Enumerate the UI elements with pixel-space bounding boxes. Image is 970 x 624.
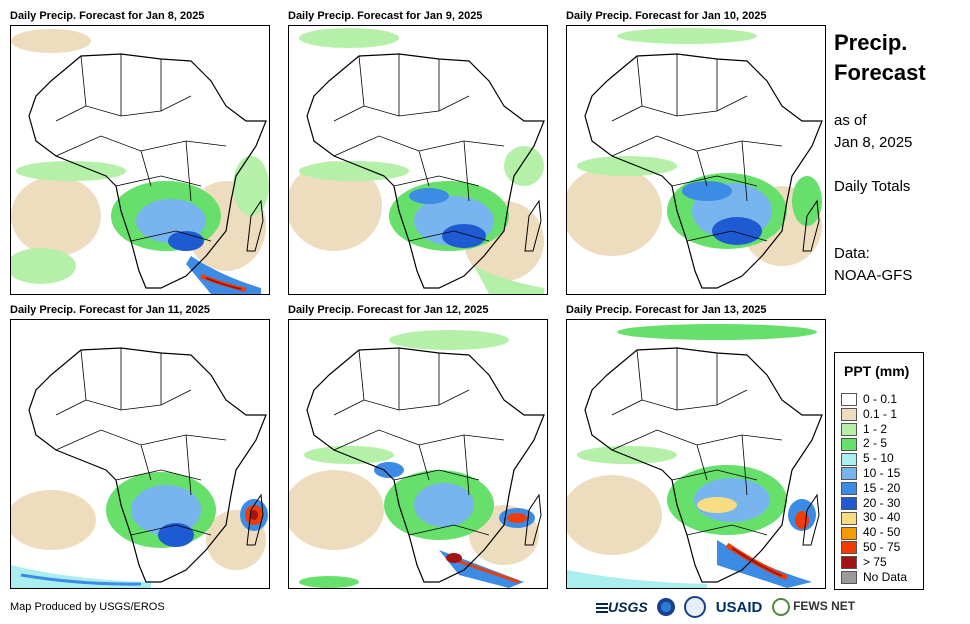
legend-title: PPT (mm) bbox=[844, 363, 910, 379]
panel-title: Daily Precip. Forecast for Jan 9, 2025 bbox=[288, 10, 483, 22]
legend-label: 50 - 75 bbox=[863, 540, 901, 554]
africa-outline bbox=[28, 53, 267, 289]
legend-item: 0.1 - 1 bbox=[841, 406, 898, 422]
madagascar-outline bbox=[246, 199, 264, 252]
precip-area-light bbox=[11, 29, 91, 53]
legend-item: No Data bbox=[841, 570, 907, 584]
panel-title: Daily Precip. Forecast for Jan 11, 2025 bbox=[10, 304, 210, 316]
forecast-panel-jan-11: Daily Precip. Forecast for Jan 11, 2025 bbox=[10, 304, 270, 589]
precip-area-very-heavy bbox=[168, 231, 204, 251]
legend-label: 20 - 30 bbox=[863, 495, 901, 510]
usgs-logo: USGS bbox=[596, 599, 648, 615]
precip-map bbox=[10, 25, 270, 295]
noaa-logo-icon bbox=[657, 598, 676, 616]
legend-swatch bbox=[841, 452, 857, 466]
precip-map bbox=[10, 319, 270, 589]
precip-map bbox=[566, 319, 826, 589]
forecast-panel-jan-12: Daily Precip. Forecast for Jan 12, 2025 bbox=[288, 304, 548, 589]
forecast-panel-jan-8: Daily Precip. Forecast for Jan 8, 2025 bbox=[10, 10, 270, 295]
legend-item: 10 - 15 bbox=[841, 466, 901, 481]
legend-label: 0 - 0.1 bbox=[863, 392, 898, 406]
legend-item: 0 - 0.1 bbox=[841, 392, 898, 407]
legend-swatch bbox=[841, 496, 857, 510]
forecast-panel-jan-13: Daily Precip. Forecast for Jan 13, 2025 bbox=[566, 304, 826, 589]
map-credit: Map Produced by USGS/EROS bbox=[10, 601, 165, 613]
precip-band-extreme bbox=[205, 277, 242, 290]
as-of-label: as of bbox=[834, 112, 867, 129]
daily-totals-label: Daily Totals bbox=[834, 178, 911, 195]
legend-label: 0.1 - 1 bbox=[863, 406, 898, 421]
forecast-panel-jan-10: Daily Precip. Forecast for Jan 10, 2025 bbox=[566, 10, 826, 295]
legend-item: 1 - 2 bbox=[841, 422, 887, 436]
panel-title: Daily Precip. Forecast for Jan 12, 2025 bbox=[288, 304, 489, 316]
data-label: Data: bbox=[834, 245, 870, 262]
precip-map bbox=[566, 25, 826, 295]
panel-title: Daily Precip. Forecast for Jan 13, 2025 bbox=[566, 304, 767, 316]
precip-area-green bbox=[11, 248, 76, 284]
legend-label: 2 - 5 bbox=[863, 436, 888, 451]
precip-area-light bbox=[11, 176, 101, 256]
legend-item: 40 - 50 bbox=[841, 525, 901, 540]
legend-label: 40 - 50 bbox=[863, 525, 901, 540]
heading-line-2: Forecast bbox=[834, 60, 926, 85]
seal-logo-icon bbox=[684, 596, 707, 618]
usgs-wave-icon bbox=[596, 603, 608, 614]
legend-item: 30 - 40 bbox=[841, 510, 901, 525]
usaid-logo: USAID bbox=[715, 598, 763, 616]
legend-swatch bbox=[841, 526, 857, 540]
precip-map bbox=[288, 319, 548, 589]
as-of-date: Jan 8, 2025 bbox=[834, 134, 913, 151]
legend-swatch bbox=[841, 437, 857, 451]
legend-swatch bbox=[841, 408, 857, 422]
panel-title: Daily Precip. Forecast for Jan 10, 2025 bbox=[566, 10, 767, 22]
legend-label: 15 - 20 bbox=[863, 480, 901, 495]
legend-swatch bbox=[841, 556, 857, 570]
panel-title: Daily Precip. Forecast for Jan 8, 2025 bbox=[10, 10, 205, 22]
precip-area-green bbox=[16, 161, 126, 181]
legend-swatch bbox=[841, 482, 857, 496]
precip-area-green bbox=[233, 156, 269, 216]
legend-item: 15 - 20 bbox=[841, 480, 901, 496]
legend-swatch bbox=[841, 570, 857, 584]
legend-item: 50 - 75 bbox=[841, 540, 901, 555]
legend-label: No Data bbox=[863, 569, 908, 584]
legend-item: > 75 bbox=[841, 554, 887, 570]
legend-label: > 75 bbox=[863, 554, 887, 569]
sidebar-heading: Precip. Forecast bbox=[834, 28, 926, 88]
legend-swatch bbox=[841, 393, 857, 407]
legend-label: 10 - 15 bbox=[863, 466, 901, 480]
fews-net-logo: FEWS NET bbox=[771, 598, 855, 616]
legend-item: 20 - 30 bbox=[841, 496, 900, 510]
legend-swatch bbox=[841, 511, 857, 525]
legend-label: 30 - 40 bbox=[863, 510, 901, 525]
forecast-panel-jan-9: Daily Precip. Forecast for Jan 9, 2025 bbox=[288, 10, 548, 295]
data-source: NOAA-GFS bbox=[834, 267, 913, 284]
globe-icon bbox=[771, 598, 790, 616]
legend-item: 5 - 10 bbox=[841, 451, 894, 466]
legend-item: 2 - 5 bbox=[841, 436, 888, 451]
precip-band bbox=[186, 256, 261, 294]
precip-map bbox=[288, 25, 548, 295]
heading-line-1: Precip. bbox=[834, 30, 908, 55]
legend-label: 1 - 2 bbox=[863, 421, 888, 436]
legend-swatch bbox=[841, 467, 857, 481]
country-borders bbox=[55, 54, 227, 242]
agency-logos: USGS USAID FEWS NET bbox=[596, 596, 861, 620]
legend-swatch bbox=[841, 541, 857, 555]
legend-swatch bbox=[841, 422, 857, 436]
legend-label: 5 - 10 bbox=[863, 451, 894, 466]
